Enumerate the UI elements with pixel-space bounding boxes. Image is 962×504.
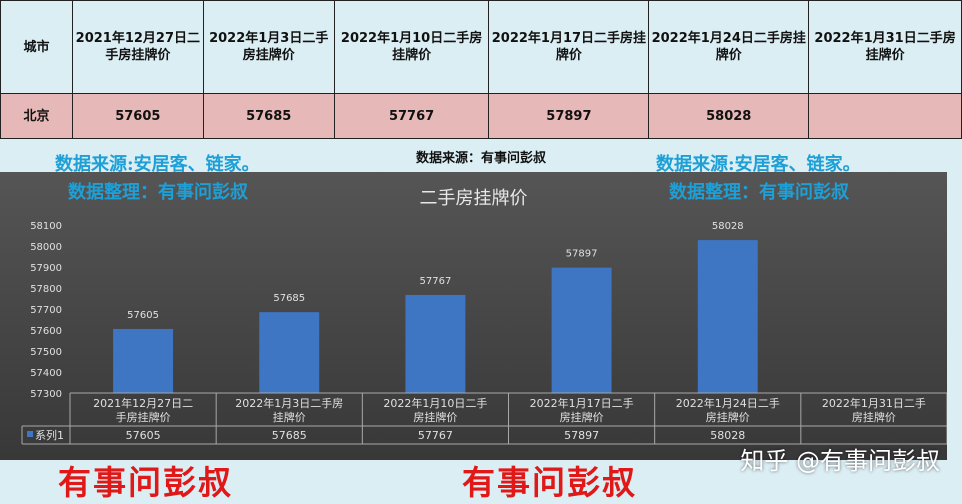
organize-text-right: 数据整理：有事问彭叔 bbox=[669, 182, 849, 203]
organize-text-left: 数据整理：有事问彭叔 bbox=[68, 182, 248, 203]
x-category-label: 2022年1月31日二手 bbox=[822, 396, 926, 410]
table-cell: 57685 bbox=[202, 93, 335, 139]
y-tick-label: 57300 bbox=[30, 389, 62, 400]
data-label: 57685 bbox=[273, 293, 305, 304]
y-tick-label: 57700 bbox=[30, 305, 62, 316]
bar bbox=[697, 240, 758, 393]
x-category-label: 房挂牌价 bbox=[852, 410, 896, 424]
series-name: 系列1 bbox=[35, 428, 64, 442]
table-value: 57605 bbox=[126, 429, 161, 442]
data-label: 58028 bbox=[712, 221, 744, 232]
table-cell: 57897 bbox=[488, 93, 650, 139]
bar-chart: 57300 57400 57500 57600 57700 57800 57900 58000… bbox=[21, 221, 947, 445]
y-tick-label: 57400 bbox=[30, 368, 62, 379]
x-category-label: 房挂牌价 bbox=[413, 410, 457, 424]
table-cell bbox=[808, 93, 962, 139]
watermark-center: 有事问彭叔 bbox=[462, 463, 637, 502]
y-tick-label: 57800 bbox=[30, 284, 62, 295]
table-value: 57897 bbox=[564, 429, 599, 442]
x-category-label: 手房挂牌价 bbox=[116, 410, 171, 424]
header-cell: 2022年1月10日二手房挂牌价 bbox=[333, 0, 490, 94]
data-label: 57897 bbox=[566, 249, 598, 260]
x-category-label: 2021年12月27日二 bbox=[93, 396, 193, 410]
header-cell: 2022年1月24日二手房挂牌价 bbox=[648, 0, 810, 94]
x-category-label: 2022年1月10日二手 bbox=[383, 396, 487, 410]
table-cell: 57767 bbox=[333, 93, 490, 139]
data-table: 城市 2021年12月27日二手房挂牌价 2022年1月3日二手房挂牌价 202… bbox=[0, 0, 962, 139]
center-source-text: 数据来源：有事问彭叔 bbox=[415, 151, 546, 166]
table-header-row: 城市 2021年12月27日二手房挂牌价 2022年1月3日二手房挂牌价 202… bbox=[0, 0, 962, 94]
y-tick-label: 57600 bbox=[30, 326, 62, 337]
y-tick-label: 58000 bbox=[30, 242, 62, 253]
bar bbox=[113, 328, 174, 393]
bar bbox=[551, 267, 612, 393]
table-row: 北京 57605 57685 57767 57897 58028 bbox=[0, 93, 962, 139]
header-cell: 2022年1月17日二手房挂牌价 bbox=[488, 0, 650, 94]
watermark-left: 有事问彭叔 bbox=[58, 463, 233, 502]
table-cell: 57605 bbox=[71, 93, 204, 139]
x-category-label: 挂牌价 bbox=[273, 410, 306, 424]
table-value: 58028 bbox=[710, 429, 745, 442]
legend-key bbox=[27, 431, 33, 437]
table-value: 57685 bbox=[272, 429, 307, 442]
x-category-label: 2022年1月17日二手 bbox=[530, 396, 634, 410]
table-cell: 58028 bbox=[648, 93, 810, 139]
data-label: 57767 bbox=[420, 276, 452, 287]
source-text-right: 数据来源:安居客、链家。 bbox=[656, 154, 861, 175]
x-category-label: 房挂牌价 bbox=[706, 410, 750, 424]
y-tick-label: 57900 bbox=[30, 263, 62, 274]
bar bbox=[259, 312, 320, 393]
y-tick-label: 58100 bbox=[30, 221, 62, 232]
source-text-left: 数据来源:安居客、链家。 bbox=[55, 154, 260, 175]
data-label: 57605 bbox=[127, 310, 159, 321]
chart-title: 二手房挂牌价 bbox=[419, 188, 528, 209]
x-category-label: 2022年1月3日二手房 bbox=[235, 396, 343, 410]
table-value: 57767 bbox=[418, 429, 453, 442]
x-category-label: 房挂牌价 bbox=[560, 410, 604, 424]
table-cell: 北京 bbox=[0, 93, 73, 139]
chart-panel: 57300 57400 57500 57600 57700 57800 57900 58000… bbox=[0, 172, 947, 460]
bar bbox=[405, 294, 466, 393]
x-category-label: 2022年1月24日二手 bbox=[676, 396, 780, 410]
header-cell: 2022年1月3日二手房挂牌价 bbox=[202, 0, 335, 94]
header-cell: 2022年1月31日二手房挂牌价 bbox=[808, 0, 962, 94]
header-cell: 城市 bbox=[0, 0, 73, 94]
header-cell: 2021年12月27日二手房挂牌价 bbox=[71, 0, 204, 94]
y-tick-label: 57500 bbox=[30, 347, 62, 358]
zhihu-watermark: 知乎 @有事问彭叔 bbox=[740, 447, 940, 475]
